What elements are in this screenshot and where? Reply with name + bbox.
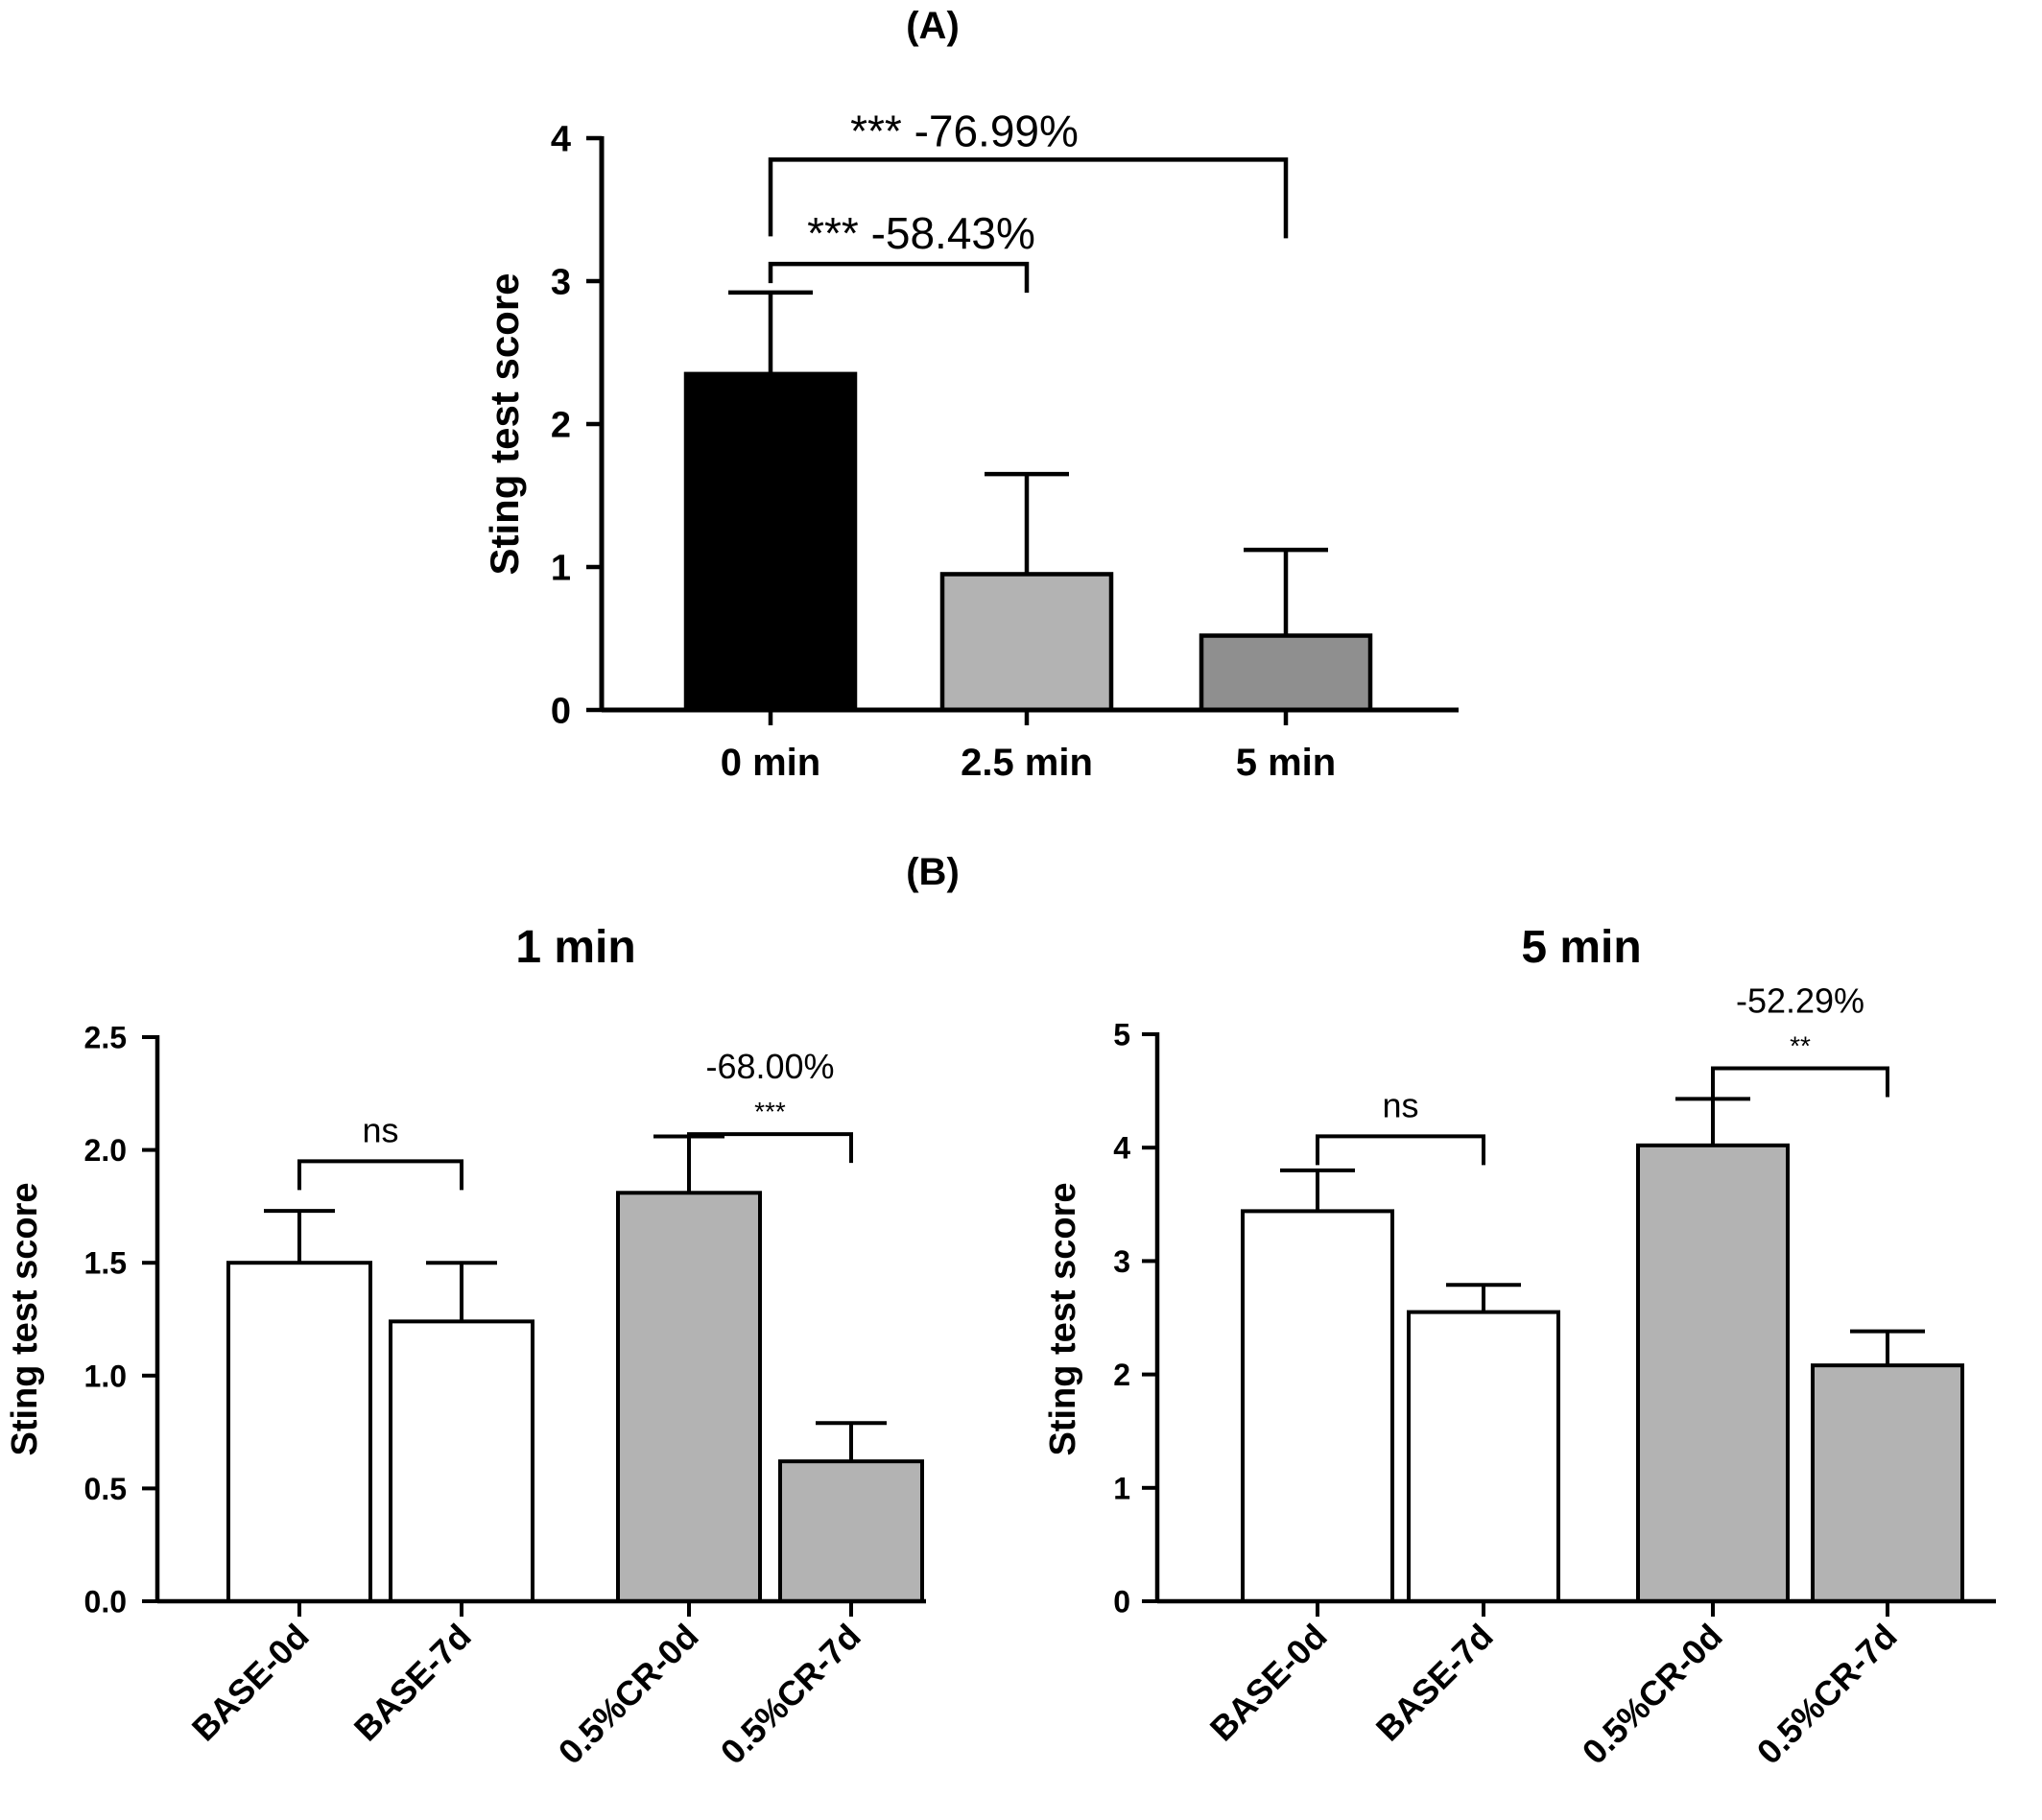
chart-b1-y-tick-label: 1.0 [84,1359,127,1393]
chart-b1-bar [389,1319,534,1604]
chart-b1-significance-stars: *** [754,1097,786,1126]
chart-a-y-tick-label: 0 [551,692,571,732]
chart-b2-category-label: BASE-7d [1368,1617,1501,1749]
chart-b2-bar [1407,1310,1560,1603]
chart-b2-significance-stars: ** [1790,1030,1811,1060]
chart-b1-y-axis-title: Sting test score [5,1182,45,1455]
chart-b1-y-tick-label: 2.0 [84,1133,127,1168]
chart-a-category-label: 5 min [1236,742,1336,784]
chart-b2-bar [1241,1209,1394,1603]
chart-b2-y-tick-label: 2 [1113,1358,1130,1392]
chart-b1-y-tick-label: 0.5 [84,1472,127,1506]
chart-b1-y-tick-label: 1.5 [84,1246,127,1281]
chart-a-bar [683,371,858,713]
chart-a-y-tick-label: 3 [551,263,571,303]
chart-a-significance-bracket [768,261,1030,294]
chart-a-y-axis-title: Sting test score [482,272,527,575]
chart-b1-category-label: 0.5%CR-0d [551,1617,706,1772]
chart-b2-y-tick-label: 3 [1113,1244,1130,1279]
chart-b2-bar [1811,1363,1964,1604]
panel-a-label: (A) [906,5,960,47]
chart-b2: 5 min 0 1 2 3 4 5 BASE-0d BASE-7d 0.5%CR-0d 0.5%C… [1043,922,1996,1772]
chart-b1-category-label: 0.5%CR-7d [713,1617,868,1772]
chart-b2-bar [1636,1143,1790,1604]
chart-b2-y-axis-title: Sting test score [1043,1182,1083,1455]
chart-a-significance-label: *** -58.43% [807,208,1035,258]
chart-b2-category-label: 0.5%CR-0d [1575,1617,1730,1772]
chart-b2-category-label: 0.5%CR-7d [1749,1617,1905,1772]
chart-b1-bar [226,1261,372,1603]
chart-b2-significance-bracket [1316,1134,1485,1166]
panel-b-label: (B) [906,851,960,893]
chart-b1-category-label: BASE-0d [184,1617,317,1749]
chart-a-y-tick-label: 1 [551,549,571,589]
chart-b1-bar [778,1459,924,1604]
chart-a-significance-bracket [768,157,1289,239]
chart-b1-significance-bracket [687,1132,853,1164]
chart-b1-y-tick-label: 0.0 [84,1585,127,1619]
chart-b1-significance-label: ns [362,1110,398,1149]
chart-a-category-label: 2.5 min [961,742,1093,784]
chart-b1: 1 min 0.0 0.5 1.0 1.5 2.0 2.5 BASE-0d BASE-7d 0.… [5,922,926,1772]
chart-b1-bar [616,1191,762,1603]
chart-b2-significance-bracket [1711,1066,1889,1098]
chart-a-y-tick-label: 2 [551,406,571,446]
chart-b1-title: 1 min [515,922,635,973]
chart-b2-y-tick-label: 4 [1113,1131,1130,1166]
chart-b1-percent-change-label: -68.00% [705,1047,834,1086]
chart-a-y-tick-label: 4 [551,120,571,160]
chart-a-significance-label: *** -76.99% [850,106,1079,155]
chart-b2-y-tick-label: 1 [1113,1471,1130,1505]
chart-b2-category-label: BASE-0d [1202,1617,1335,1749]
chart-a: 0 1 2 3 4 0 min 2.5 min 5 min Sting test score **… [482,106,1459,784]
chart-a-category-label: 0 min [721,742,820,784]
chart-b1-category-label: BASE-7d [346,1617,479,1749]
chart-b1-significance-bracket [297,1159,463,1191]
chart-a-bar [939,572,1114,713]
chart-b2-y-tick-label: 5 [1113,1018,1130,1052]
chart-b2-title: 5 min [1521,922,1641,973]
chart-b2-percent-change-label: -52.29% [1736,981,1864,1020]
chart-b2-significance-label: ns [1382,1085,1418,1124]
chart-b1-y-tick-label: 2.5 [84,1021,127,1055]
chart-a-bar [1199,633,1373,713]
chart-b2-y-tick-label: 0 [1113,1585,1130,1619]
